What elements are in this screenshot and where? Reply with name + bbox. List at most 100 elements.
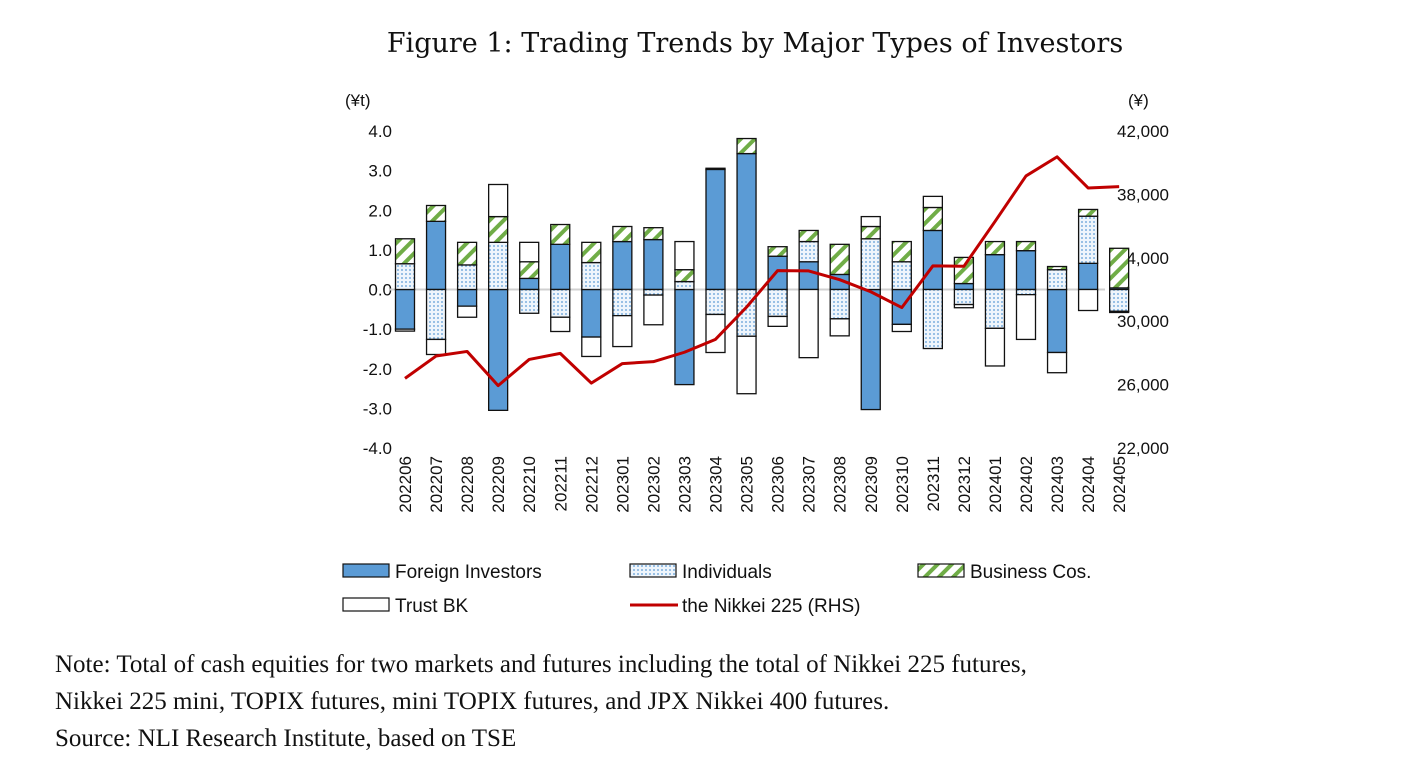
- legend-swatch-1: [629, 563, 677, 578]
- x-tick-label: 202306: [769, 456, 788, 513]
- right-tick-label: 22,000: [1117, 439, 1169, 458]
- x-tick-label: 202309: [862, 456, 881, 513]
- bar-business-cos--202207: [425, 204, 447, 222]
- bar-foreign-investors-202402: [1015, 250, 1037, 291]
- x-tick-label: 202404: [1079, 456, 1098, 513]
- bar-trust-bk-202302: [643, 294, 664, 326]
- bar-individuals-202403: [1046, 269, 1068, 291]
- bar-business-cos--202303: [674, 269, 695, 283]
- legend-swatch-2: [917, 563, 965, 578]
- left-tick-label: 0.0: [368, 281, 392, 300]
- bar-individuals-202207: [425, 288, 447, 341]
- bar-individuals-202401: [984, 288, 1006, 329]
- bar-individuals-202208: [456, 264, 478, 291]
- x-tick-label: 202303: [675, 456, 694, 513]
- bar-business-cos--202309: [860, 225, 881, 240]
- bar-trust-bk-202211: [550, 316, 571, 333]
- bar-individuals-202309: [860, 238, 881, 291]
- bar-foreign-investors-202401: [984, 253, 1006, 291]
- bar-individuals-202404: [1077, 215, 1099, 264]
- bar-foreign-investors-202309: [860, 288, 881, 411]
- bar-individuals-202312: [953, 288, 975, 306]
- bar-trust-bk-202403: [1046, 351, 1068, 374]
- bar-trust-bk-202212: [581, 336, 602, 358]
- bar-business-cos--202310: [891, 240, 912, 263]
- bar-individuals-202402: [1015, 288, 1037, 296]
- bar-individuals-202311: [922, 288, 943, 350]
- bar-business-cos--202209: [487, 215, 509, 243]
- bar-business-cos--202308: [829, 243, 850, 276]
- bar-individuals-202303: [674, 280, 695, 291]
- bar-business-cos--202404: [1077, 208, 1099, 217]
- x-tick-label: 202401: [986, 456, 1005, 513]
- bar-individuals-202212: [581, 261, 602, 291]
- notes: Note: Total of cash equities for two mar…: [55, 646, 1027, 757]
- bar-trust-bk-202310: [891, 323, 912, 333]
- bar-individuals-202304: [705, 288, 726, 316]
- bar-trust-bk-202304: [705, 313, 726, 354]
- left-tick-label: 2.0: [368, 201, 392, 220]
- right-tick-label: 42,000: [1117, 122, 1169, 141]
- bar-foreign-investors-202210: [519, 277, 540, 291]
- bar-foreign-investors-202208: [456, 288, 478, 307]
- bar-foreign-investors-202304: [705, 168, 726, 291]
- bar-trust-bk-202311: [922, 195, 943, 209]
- bar-business-cos--202302: [643, 227, 664, 241]
- bar-foreign-investors-202307: [798, 261, 819, 291]
- bar-foreign-investors-202301: [612, 240, 633, 291]
- nikkei-225-line: [404, 155, 1120, 388]
- bar-business-cos--202208: [456, 241, 478, 266]
- bar-foreign-investors-202302: [643, 238, 664, 291]
- bar-trust-bk-202301: [612, 315, 633, 348]
- bar-individuals-202307: [798, 240, 819, 263]
- note-line-1: Note: Total of cash equities for two mar…: [55, 651, 1027, 678]
- bar-trust-bk-202308: [829, 318, 850, 337]
- x-tick-label: 202208: [458, 456, 477, 513]
- left-axis-unit: (¥t): [345, 91, 371, 110]
- left-tick-label: -2.0: [363, 360, 392, 379]
- bar-trust-bk-202208: [456, 305, 478, 318]
- bar-business-cos--202206: [394, 238, 416, 265]
- bar-individuals-202306: [767, 288, 788, 318]
- x-tick-label: 202307: [800, 456, 819, 513]
- bar-individuals-202405: [1109, 288, 1130, 312]
- bar-foreign-investors-202209: [487, 288, 509, 412]
- bar-business-cos--202301: [612, 225, 633, 243]
- right-tick-label: 34,000: [1117, 249, 1169, 268]
- bar-foreign-investors-202305: [736, 152, 757, 291]
- x-tick-label: 202209: [489, 456, 508, 513]
- bar-individuals-202308: [829, 288, 850, 320]
- bar-foreign-investors-202312: [953, 282, 975, 291]
- bar-business-cos--202306: [767, 246, 788, 257]
- x-tick-label: 202210: [520, 456, 539, 513]
- x-tick-label: 202311: [924, 456, 943, 511]
- left-tick-label: 4.0: [368, 122, 392, 141]
- x-tick-label: 202403: [1048, 456, 1067, 513]
- legend-swatch-3: [342, 597, 390, 612]
- bar-foreign-investors-202403: [1046, 288, 1068, 354]
- bar-trust-bk-202404: [1077, 288, 1099, 312]
- bar-business-cos--202312: [953, 256, 975, 285]
- source-line: Source: NLI Research Institute, based on…: [55, 725, 517, 752]
- bar-trust-bk-202210: [519, 241, 540, 263]
- bar-trust-bk-202312: [953, 303, 975, 309]
- bar-individuals-202302: [643, 288, 664, 296]
- bar-business-cos--202311: [922, 206, 943, 232]
- bar-foreign-investors-202206: [394, 288, 416, 330]
- right-axis-unit: (¥): [1128, 91, 1149, 110]
- bar-foreign-investors-202311: [922, 229, 943, 291]
- left-tick-label: -1.0: [363, 320, 392, 339]
- x-tick-label: 202301: [613, 456, 632, 513]
- bar-business-cos--202211: [550, 223, 571, 245]
- x-tick-label: 202402: [1017, 456, 1036, 513]
- bar-business-cos--202212: [581, 241, 602, 264]
- bar-trust-bk-202305: [736, 335, 757, 395]
- bar-business-cos--202304: [705, 167, 726, 171]
- bar-trust-bk-202402: [1015, 294, 1037, 341]
- right-tick-label: 30,000: [1117, 312, 1169, 331]
- bar-trust-bk-202209: [487, 183, 509, 218]
- bar-business-cos--202405: [1109, 247, 1130, 289]
- legend-label: Trust BK: [395, 596, 469, 617]
- x-tick-label: 202212: [582, 456, 601, 513]
